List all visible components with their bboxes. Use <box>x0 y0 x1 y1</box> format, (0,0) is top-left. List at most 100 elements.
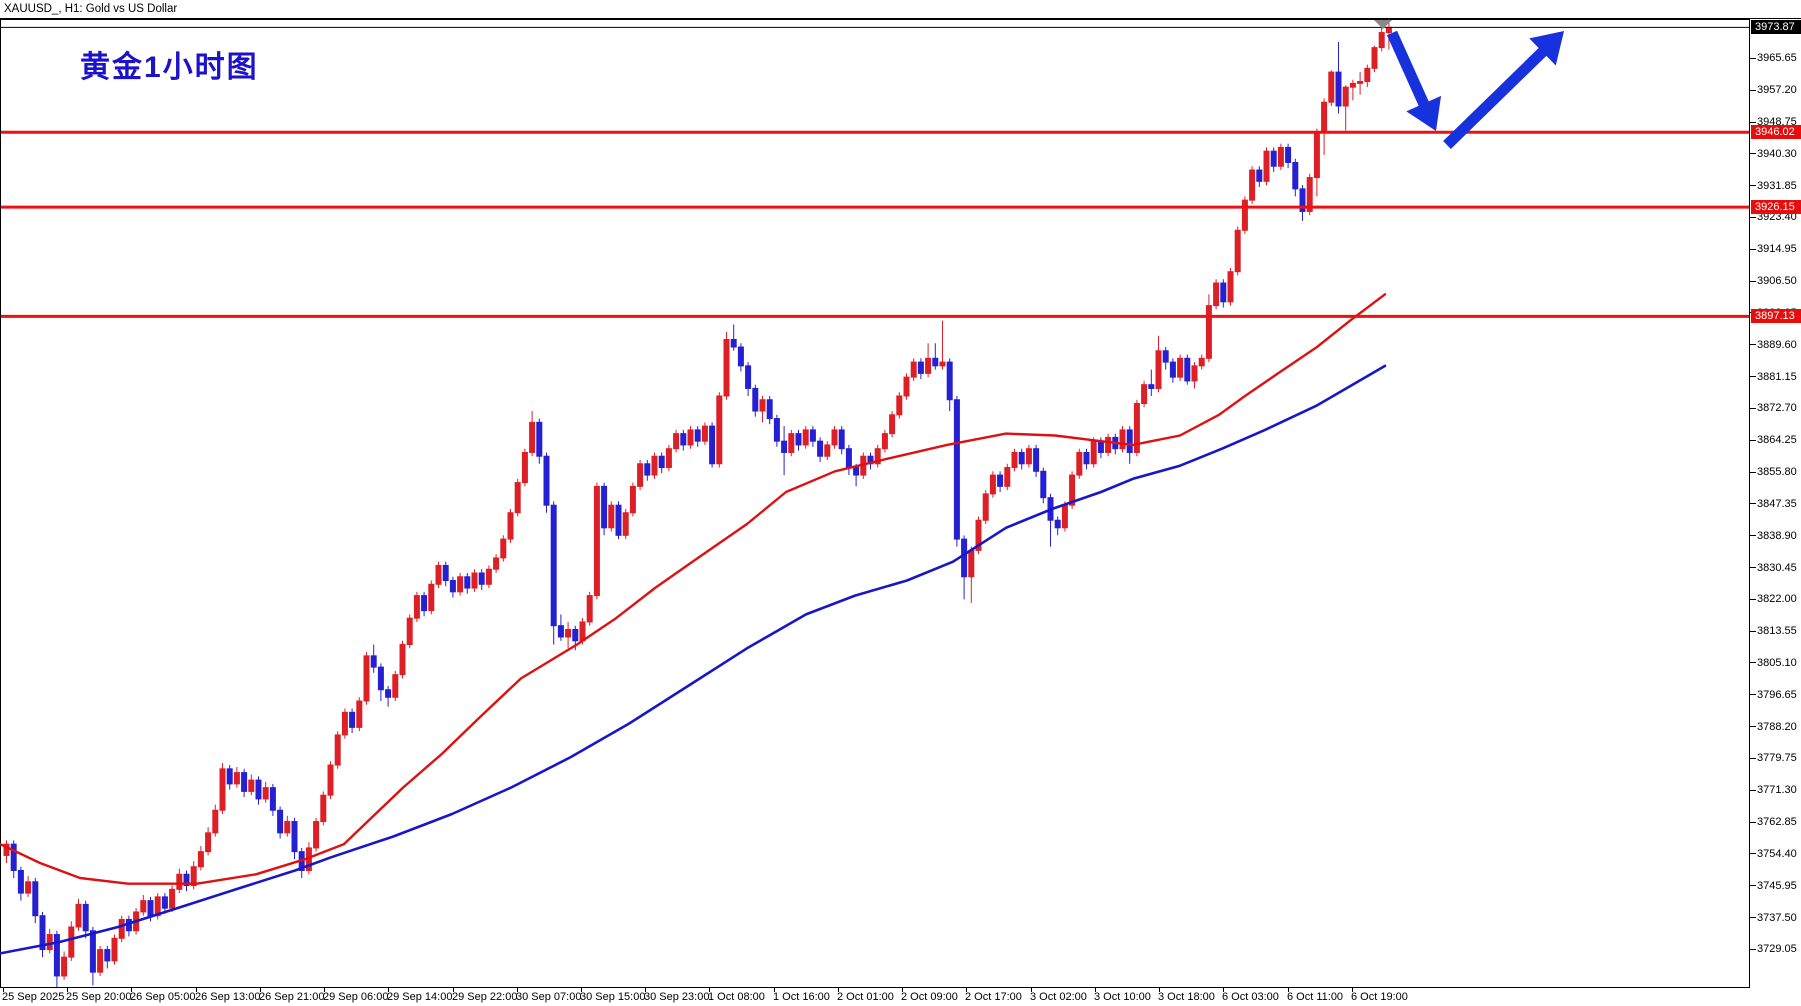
bear-candle <box>161 896 168 909</box>
bull-candle <box>975 519 982 551</box>
bull-candle <box>1133 403 1140 453</box>
y-axis-tick <box>1750 121 1756 123</box>
bear-candle <box>1097 440 1104 453</box>
y-axis-label: 3754.40 <box>1757 847 1797 860</box>
y-axis-tick <box>1750 376 1756 378</box>
last-bar-marker-icon <box>1374 20 1392 29</box>
y-axis-label: 3729.05 <box>1757 943 1797 956</box>
bear-candle <box>1054 519 1061 529</box>
x-axis-label: 3 Oct 02:00 <box>1030 991 1087 1003</box>
bull-candle <box>435 564 442 585</box>
x-axis-tick <box>196 988 197 992</box>
bull-candle <box>1371 47 1378 69</box>
bull-candle <box>1004 467 1011 487</box>
bear-candle <box>147 900 154 917</box>
bull-candle <box>111 937 118 962</box>
bear-candle <box>1126 429 1133 453</box>
bull-candle <box>1105 436 1112 453</box>
y-axis-label: 3830.45 <box>1757 561 1797 574</box>
bull-candle <box>579 621 586 642</box>
bull-candle <box>356 700 363 728</box>
bear-candle <box>39 915 46 951</box>
y-axis-tick <box>1750 598 1756 600</box>
fast-ma-line <box>0 293 1387 885</box>
bull-candle <box>392 674 399 698</box>
bull-candle <box>982 493 989 521</box>
hline-price-tag: 3926.15 <box>1751 200 1801 215</box>
x-axis-label: 6 Oct 03:00 <box>1222 991 1279 1003</box>
price-tag-current: 3973.87 <box>1751 20 1801 35</box>
bull-candle <box>1155 350 1162 389</box>
bear-candle <box>104 949 111 962</box>
bear-candle <box>766 399 773 420</box>
y-axis-tick <box>1750 853 1756 855</box>
down-arrow-drawing[interactable] <box>1386 30 1442 131</box>
bull-candle <box>118 918 125 939</box>
plot-border <box>0 19 1750 988</box>
y-axis-tick <box>1750 917 1756 919</box>
up-arrow-drawing[interactable] <box>1443 31 1564 149</box>
bull-candle <box>514 482 521 514</box>
bull-candle <box>233 772 240 785</box>
bull-candle <box>493 557 500 570</box>
bull-candle <box>824 444 831 457</box>
y-axis-label: 3737.50 <box>1757 911 1797 924</box>
bull-candle <box>262 787 269 800</box>
bear-candle <box>370 655 377 668</box>
bull-candle <box>1234 229 1241 273</box>
x-axis-tick <box>1352 988 1353 992</box>
bull-candle <box>313 821 320 849</box>
y-axis-label: 3940.30 <box>1757 147 1797 160</box>
bear-candle <box>557 625 564 638</box>
bull-candle <box>723 338 730 397</box>
x-axis-tick <box>645 988 646 992</box>
y-axis-tick <box>1750 885 1756 887</box>
bull-candle <box>665 448 672 469</box>
bear-candle <box>464 576 471 589</box>
bull-candle <box>169 888 176 909</box>
y-axis-label: 3855.80 <box>1757 466 1797 479</box>
bull-candle <box>673 433 680 450</box>
x-axis-label: 29 Sep 22:00 <box>452 991 518 1003</box>
chart-canvas[interactable] <box>0 10 1750 993</box>
bear-candle <box>1040 470 1047 499</box>
price-plot[interactable] <box>0 10 1750 988</box>
bear-candle <box>183 873 190 887</box>
bull-candle <box>413 595 420 619</box>
y-axis-tick <box>1750 535 1756 537</box>
x-axis-label: 29 Sep 14:00 <box>387 991 453 1003</box>
bear-candle <box>932 357 939 367</box>
bull-candle <box>716 395 723 465</box>
bull-candle <box>1364 67 1371 83</box>
bear-candle <box>478 572 485 585</box>
bull-candle <box>1119 429 1126 450</box>
bear-candle <box>838 429 845 450</box>
y-axis-label: 3788.20 <box>1757 720 1797 733</box>
bull-candle <box>457 576 464 593</box>
x-axis-label: 26 Sep 13:00 <box>195 991 261 1003</box>
bull-candle <box>46 934 53 951</box>
bull-candle <box>212 809 219 834</box>
bull-candle <box>363 655 370 702</box>
hline-price-tag: 3946.02 <box>1751 125 1801 140</box>
bear-candle <box>1162 350 1169 363</box>
bull-candle <box>1241 199 1248 231</box>
bear-candle <box>385 689 392 698</box>
bull-candle <box>1076 451 1083 476</box>
y-axis-label: 3881.15 <box>1757 370 1797 383</box>
bear-candle <box>845 448 852 469</box>
bear-candle <box>730 338 737 348</box>
bear-candle <box>1169 361 1176 378</box>
x-axis-label: 2 Oct 09:00 <box>901 991 958 1003</box>
x-axis-label: 2 Oct 01:00 <box>837 991 894 1003</box>
y-axis-label: 3864.25 <box>1757 434 1797 447</box>
bear-candle <box>773 418 780 442</box>
y-axis-tick <box>1750 567 1756 569</box>
bull-candle <box>97 949 104 973</box>
x-axis-tick <box>581 988 582 992</box>
y-axis-tick <box>1750 503 1756 505</box>
bear-candle <box>809 429 816 442</box>
x-axis-tick <box>517 988 518 992</box>
bear-candle <box>82 903 89 932</box>
y-axis-tick <box>1750 89 1756 91</box>
